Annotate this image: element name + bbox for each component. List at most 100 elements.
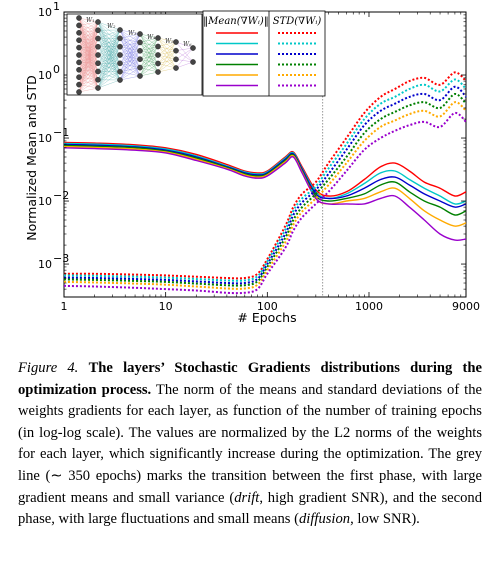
inset-edge	[157, 41, 177, 47]
inset-edge	[97, 29, 121, 64]
inset-neuron	[137, 31, 143, 37]
inset-neuron	[137, 64, 143, 71]
inset-neuron	[76, 67, 82, 73]
inset-edge	[97, 29, 121, 72]
series-std-4	[63, 93, 467, 287]
inset-neuron	[95, 35, 101, 42]
inset-neuron	[76, 37, 82, 44]
caption-figure-label: Figure 4.	[18, 360, 79, 376]
caption-diffusion: diffusion	[299, 511, 351, 528]
series-std-2	[63, 78, 467, 282]
x-tick-label: 100	[257, 300, 278, 313]
inset-edge	[175, 47, 194, 60]
inset-edge	[78, 21, 99, 41]
inset-edge	[139, 54, 159, 77]
inset-neuron	[155, 60, 161, 67]
inset-edge	[157, 41, 177, 73]
x-tick-label: 1	[61, 300, 68, 313]
legend-entries	[216, 32, 318, 87]
inset-edge	[78, 46, 99, 70]
inset-neuron	[117, 52, 123, 58]
inset-edge	[175, 41, 194, 49]
inset-edge	[78, 87, 99, 93]
inset-edge	[78, 17, 99, 72]
inset-edge	[78, 47, 99, 89]
inset-edge	[78, 84, 99, 89]
inset-edge	[97, 29, 121, 47]
inset-edge	[78, 38, 99, 63]
inset-layer-label: W₁	[86, 17, 95, 24]
legend-std-header: STD(∇Wᵢ)	[273, 16, 322, 27]
inset-edge	[78, 46, 99, 48]
inset-edge	[78, 38, 99, 56]
inset-edge	[78, 25, 99, 72]
inset-edge	[78, 54, 99, 78]
inset-edge	[78, 32, 99, 47]
inset-edge	[78, 21, 99, 48]
inset-edge	[139, 71, 159, 77]
inset-layer-label: W₆	[183, 41, 192, 48]
inset-edge	[97, 38, 121, 89]
inset-edge	[119, 33, 141, 56]
inset-edge	[78, 71, 99, 93]
inset-edge	[78, 38, 99, 93]
y-tick-label: 10	[38, 6, 52, 19]
inset-edge	[97, 29, 121, 89]
inset-edge	[97, 29, 121, 56]
inset-edge	[78, 21, 99, 70]
series-mean-3	[63, 143, 467, 208]
inset-edge	[157, 50, 177, 73]
inset-edge	[78, 54, 99, 93]
caption-body-2: , high gradient SNR), and the second pha…	[18, 489, 482, 528]
inset-edge	[78, 32, 99, 56]
inset-edge	[157, 37, 177, 43]
chart-figure: 1 10 100 1000 9000 10 1 10 0 10 −1 10 −2 10 −3 # Epoch…	[24, 0, 480, 325]
inset-edge	[175, 47, 194, 51]
inset-neuron	[155, 43, 161, 50]
inset-edge	[78, 79, 99, 93]
inset-neuron	[76, 74, 82, 80]
inset-neuron	[173, 47, 179, 54]
y-tick-exponent: −2	[53, 189, 69, 202]
inset-neuron	[155, 69, 161, 75]
inset-edge	[157, 41, 177, 56]
inset-edge	[97, 79, 121, 89]
caption-title: The layers’ Stochastic Gradients distrib…	[18, 360, 482, 398]
inset-layer-label: W₃	[128, 30, 137, 37]
inset-edge	[139, 37, 159, 51]
inset-neuron	[117, 77, 123, 83]
inset-edge	[78, 40, 99, 89]
y-tick-exponent: 0	[53, 63, 60, 76]
inset-edge	[78, 54, 99, 63]
inset-edge	[78, 21, 99, 26]
inset-edge	[78, 17, 99, 23]
inset-neuron	[76, 15, 82, 21]
inset-neuron	[173, 39, 179, 45]
y-tick-exponent: −1	[53, 126, 69, 139]
inset-edge	[119, 67, 141, 81]
inset-edge	[139, 37, 159, 77]
inset-neuron	[76, 22, 82, 29]
inset-edge	[78, 46, 99, 56]
series-std-3	[63, 85, 467, 285]
inset-neuron	[95, 52, 101, 58]
inset-edge	[78, 46, 99, 93]
inset-neuron	[76, 52, 82, 58]
inset-edge	[175, 41, 194, 63]
inset-edge	[157, 67, 177, 73]
legend: ‖Mean(∇Wᵢ)‖ STD(∇Wᵢ)	[202, 10, 326, 97]
inset-edge	[78, 47, 99, 56]
inset-edge	[78, 63, 99, 70]
inset-edge	[78, 63, 99, 85]
figure-caption: Figure 4. The layers’ Stochastic Gradien…	[18, 358, 482, 531]
inset-edge	[78, 21, 99, 33]
inset-edge	[78, 79, 99, 85]
y-tick-exponent: −3	[53, 252, 69, 265]
y-tick-label: 10	[38, 195, 52, 208]
inset-edge	[78, 30, 99, 93]
inset-neuron	[95, 68, 101, 75]
inset-edge	[97, 29, 121, 80]
inset-edge	[78, 40, 99, 64]
inset-neuron	[95, 76, 101, 83]
